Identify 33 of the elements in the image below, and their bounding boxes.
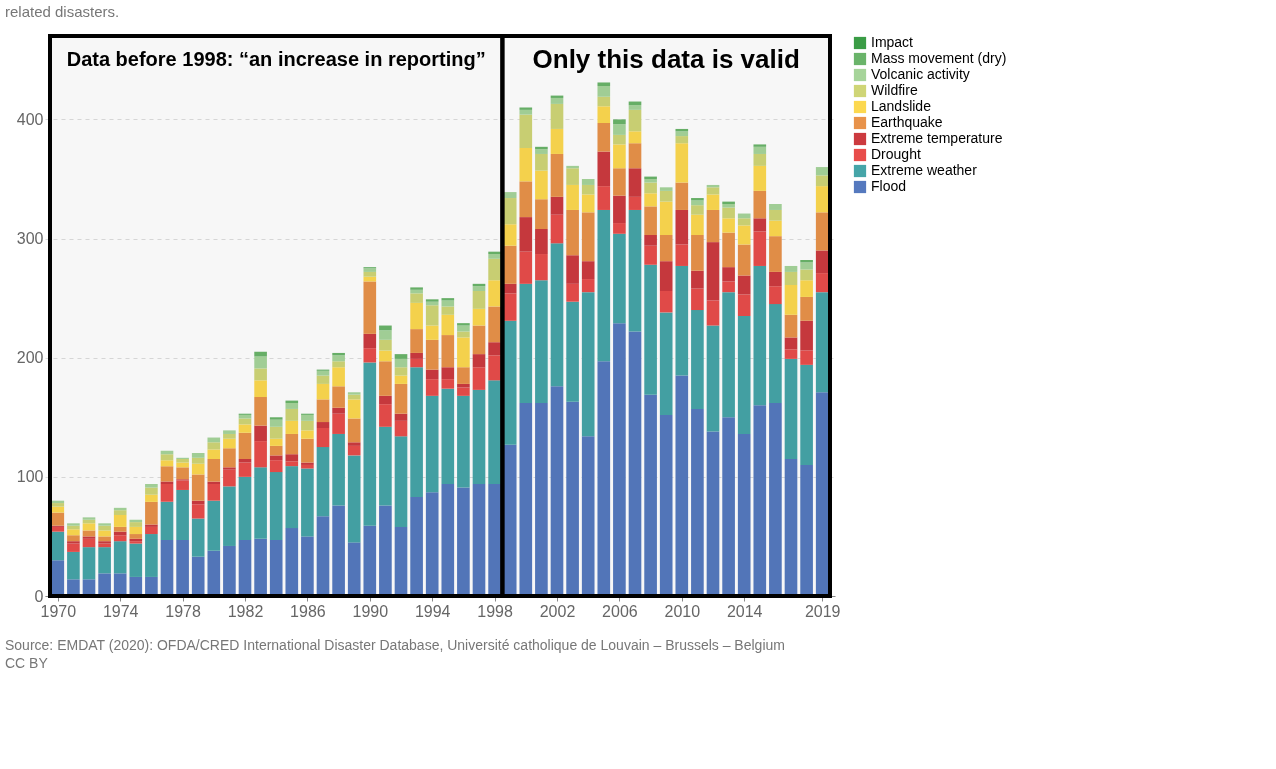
y-tick-label: 200 (16, 349, 44, 367)
y-tick-label: 300 (16, 230, 44, 248)
legend-label: Earthquake (871, 114, 943, 130)
x-tick-label: 1978 (165, 602, 201, 620)
x-tick-label: 1998 (477, 602, 513, 620)
x-tick-label: 1994 (414, 602, 451, 620)
text: CC BY (5, 655, 49, 671)
legend-label: Volcanic activity (871, 66, 970, 82)
x-tick-label: 1986 (290, 602, 326, 620)
legend-label: Drought (871, 146, 921, 162)
legend-label: Wildfire (871, 82, 918, 98)
x-tick-label: 2010 (664, 602, 701, 620)
y-tick-label: 100 (16, 468, 44, 486)
legend-label: Extreme weather (871, 162, 978, 178)
x-tick-label: 2014 (726, 602, 763, 620)
x-tick-label: 1974 (102, 602, 139, 620)
legend-label: Landslide (871, 98, 932, 114)
x-tick-label: 2002 (539, 602, 576, 620)
x-tick-label: 1990 (352, 602, 389, 620)
x-tick-label: 2019 (804, 602, 841, 620)
chart-subtitle: related disasters. (5, 3, 120, 20)
x-tick-label: 1970 (40, 602, 77, 620)
x-tick-label: 1982 (227, 602, 264, 620)
band-label: Data before 1998: “an increase in reporting” (66, 48, 486, 70)
y-tick-label: 400 (16, 110, 44, 128)
y-tick-label: 0 (34, 587, 44, 605)
legend-label: Impact (871, 34, 914, 50)
x-tick-label: 2006 (602, 602, 638, 620)
legend-label: Mass movement (dry) (871, 50, 1007, 66)
legend-label: Flood (871, 178, 907, 194)
legend-label: Extreme temperature (871, 130, 1003, 146)
band-label: Only this data is valid (532, 44, 800, 74)
source-note: Source: EMDAT (2020): OFDA/CRED International Disaster Database, Université catholique de Louvain – Brussels – Belgium (5, 637, 785, 653)
